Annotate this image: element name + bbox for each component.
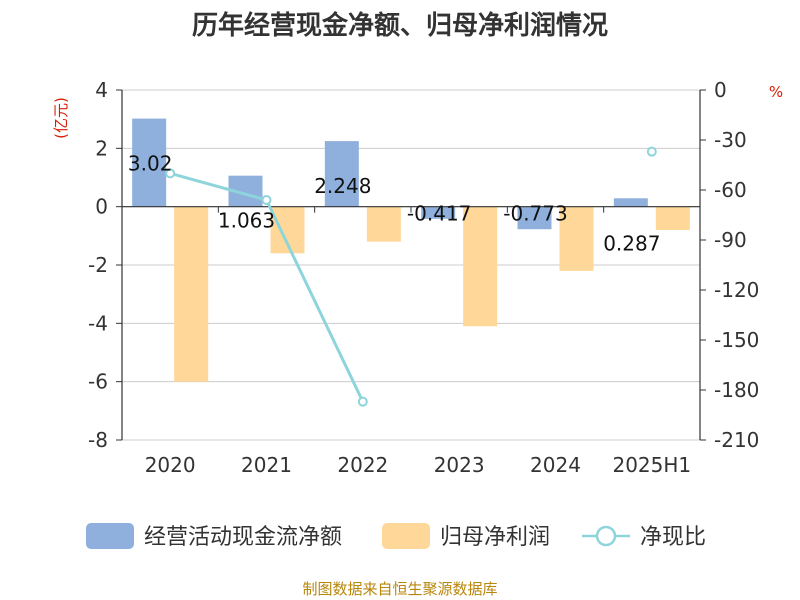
right-tick-label: -30 (714, 128, 747, 152)
legend-swatch-net-profit (382, 523, 430, 549)
legend-swatch-ratio-marker (595, 525, 617, 547)
grid (122, 89, 700, 441)
data-labels: 3.02 1.063 2.248 -0.417 -0.773 0.287 (128, 152, 661, 256)
legend-label-ratio: 净现比 (640, 525, 706, 550)
x-tick-label: 2022 (337, 453, 388, 477)
legend: 经营活动现金流净额 归母净利润 净现比 (86, 523, 706, 550)
cashflow-bar (613, 198, 648, 207)
right-tick-label: -150 (714, 328, 759, 352)
right-axis-unit: % (769, 83, 783, 101)
cashflow-data-label: -0.417 (407, 202, 471, 226)
source-note: 制图数据来自恒生聚源数据库 (302, 580, 497, 598)
left-tick-label: -6 (88, 370, 108, 394)
right-tick-label: -60 (714, 178, 747, 202)
right-tick-label: -120 (714, 278, 759, 302)
right-tick-label: -180 (714, 378, 759, 402)
cashflow-data-label: 0.287 (603, 231, 660, 255)
ratio-line (165, 146, 657, 407)
left-axis-unit: (亿元) (52, 97, 70, 139)
cashflow-data-label: 3.02 (128, 152, 173, 176)
left-tick-label: 2 (95, 136, 108, 160)
right-tick-label: -90 (714, 228, 747, 252)
ratio-point (165, 168, 176, 179)
net-profit-bar (559, 206, 594, 271)
left-tick-label: -8 (88, 428, 108, 452)
net-profit-bar (463, 206, 498, 327)
ratio-point (646, 146, 657, 157)
x-tick-label: 2021 (241, 453, 292, 477)
left-tick-label: 4 (95, 78, 108, 102)
cashflow-bar (517, 206, 552, 230)
net-profit-bar (174, 206, 209, 382)
legend-label-net-profit: 归母净利润 (440, 525, 550, 550)
right-tick-label: -210 (714, 428, 759, 452)
ratio-point (261, 195, 272, 205)
right-tick-label: 0 (714, 78, 727, 102)
x-tick-label: 2023 (434, 453, 485, 477)
cashflow-bar (132, 118, 167, 207)
x-tick-label: 2020 (145, 453, 196, 477)
cashflow-bar (324, 141, 359, 207)
cashflow-bar (421, 206, 456, 219)
ratio-point (357, 396, 368, 407)
chart-title: 历年经营现金净额、归母净利润情况 (192, 10, 608, 41)
left-tick-label: -4 (88, 311, 108, 335)
cashflow-data-label: 1.063 (218, 209, 275, 233)
left-tick-label: 0 (95, 195, 108, 219)
x-tick-label: 2024 (530, 453, 581, 477)
cashflow-data-label: -0.773 (503, 202, 567, 226)
legend-label-cashflow: 经营活动现金流净额 (144, 525, 342, 550)
legend-swatch-cashflow (86, 523, 134, 549)
left-tick-label: -2 (88, 253, 108, 277)
cashflow-data-label: 2.248 (314, 174, 371, 198)
axes: 4 2 0 -2 -4 -6 -8 0 -30 -60 -90 -120 -150 -180 -210 202… (88, 78, 759, 477)
x-tick-label: 2025H1 (612, 453, 691, 477)
net-profit-bar (366, 206, 401, 242)
net-profit-bar (655, 206, 690, 230)
